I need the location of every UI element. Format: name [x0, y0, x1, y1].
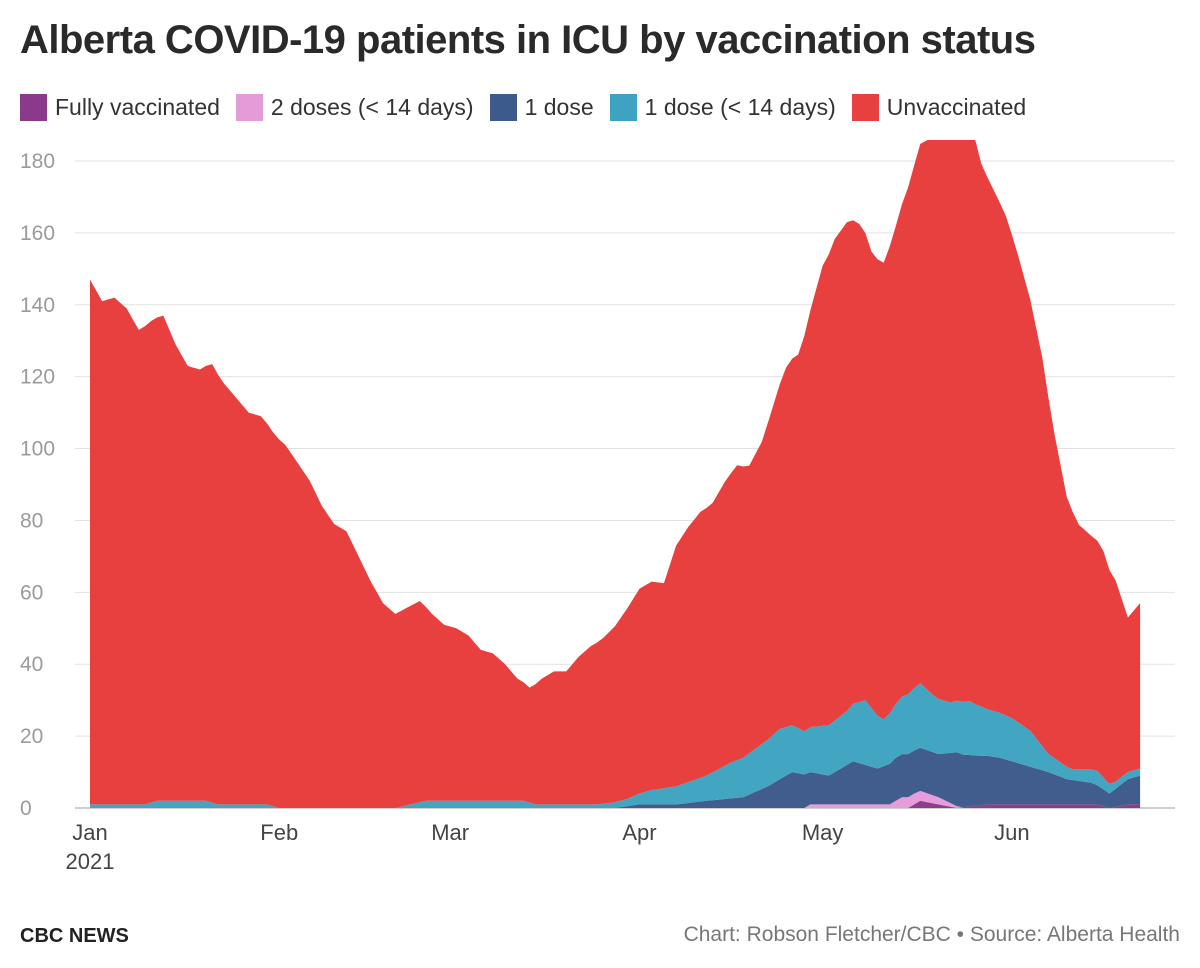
area-series-unvaccinated [90, 140, 1141, 808]
area-series-1-dose [90, 747, 1141, 808]
chart-credit: Chart: Robson Fletcher/CBC • Source: Alb… [683, 923, 1180, 946]
area-series-1-dose-14-days [90, 683, 1141, 808]
x-tick-label: Mar [431, 820, 469, 845]
brand-logo-text: CBC NEWS [20, 925, 129, 947]
legend-label-2-doses-recent: 2 doses (< 14 days) [270, 94, 474, 120]
legend-item-1-dose-recent: 1 dose (< 14 days) [609, 94, 836, 121]
legend-swatch-unvaccinated [851, 94, 879, 121]
legend-item-2-doses-recent: 2 doses (< 14 days) [235, 94, 474, 121]
legend-swatch-2-doses-recent [235, 94, 263, 121]
legend-item-1-dose: 1 dose [489, 94, 594, 121]
x-tick-label: Jun [994, 820, 1029, 845]
legend-item-fully-vaccinated: Fully vaccinated [20, 94, 220, 121]
chart-title: Alberta COVID-19 patients in ICU by vacc… [20, 18, 1036, 62]
y-tick-label: 100 [20, 438, 55, 461]
y-tick-label: 180 [20, 150, 55, 173]
legend-swatch-1-dose [489, 94, 517, 121]
y-tick-label: 40 [20, 653, 43, 676]
legend-label-fully-vaccinated: Fully vaccinated [55, 94, 220, 120]
chart-legend: Fully vaccinated 2 doses (< 14 days) 1 d… [20, 94, 1026, 121]
y-tick-label: 20 [20, 725, 43, 748]
y-tick-label: 140 [20, 294, 55, 317]
legend-label-1-dose-recent: 1 dose (< 14 days) [644, 94, 836, 120]
legend-label-unvaccinated: Unvaccinated [886, 94, 1027, 120]
legend-swatch-fully-vaccinated [20, 94, 47, 121]
y-tick-label: 160 [20, 222, 55, 245]
legend-item-unvaccinated: Unvaccinated [851, 94, 1027, 121]
y-tick-label: 120 [20, 366, 55, 389]
legend-label-1-dose: 1 dose [524, 94, 594, 120]
x-tick-sublabel: 2021 [66, 849, 115, 874]
x-tick-label: Jan [72, 820, 107, 845]
area-series-2-doses-14-days [90, 790, 1141, 808]
area-series-fully-vaccinated [90, 800, 1141, 808]
y-tick-label: 0 [20, 797, 32, 820]
x-tick-label: Feb [260, 820, 298, 845]
stacked-area-chart: 0 20 40 60 80 100 120 140 160 180 Jan 2021 Feb Mar Apr… [20, 140, 1175, 874]
y-tick-label: 60 [20, 581, 43, 604]
x-tick-label: Apr [622, 820, 656, 845]
legend-swatch-1-dose-recent [609, 94, 637, 121]
x-tick-label: May [802, 820, 844, 845]
y-tick-label: 80 [20, 509, 43, 532]
